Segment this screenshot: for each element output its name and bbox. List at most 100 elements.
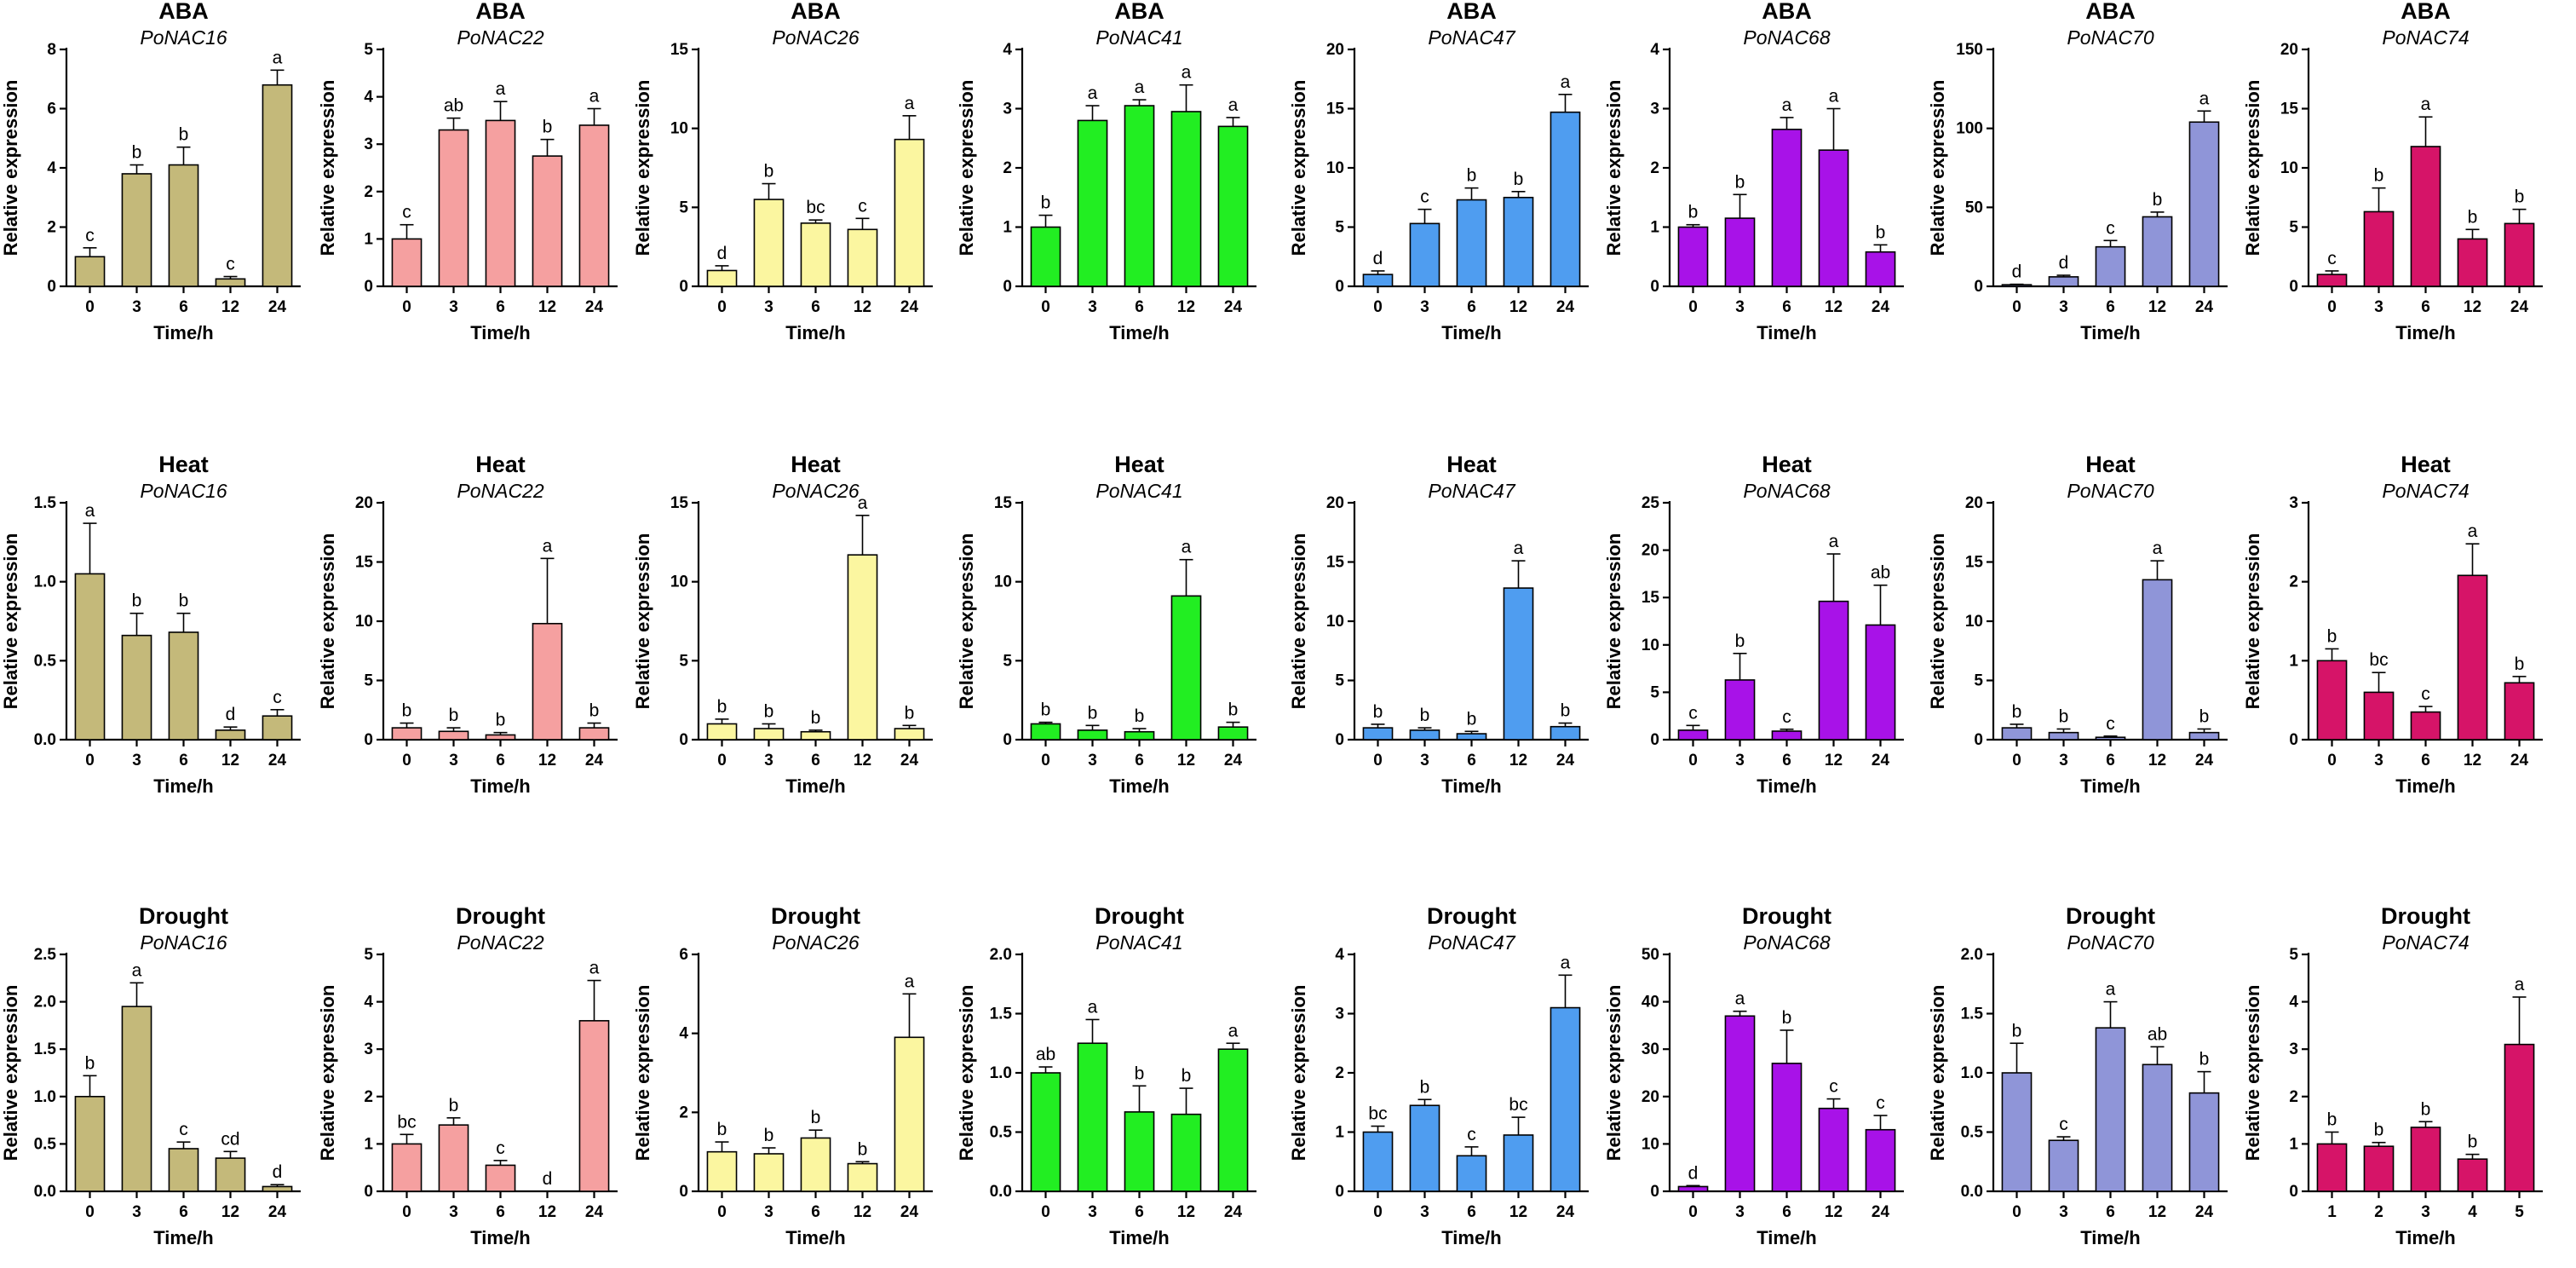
y-tick-label: 6 bbox=[47, 101, 56, 118]
bar-0 bbox=[706, 1150, 738, 1192]
bar-3 bbox=[2048, 276, 2079, 287]
bar-12 bbox=[215, 729, 246, 741]
x-tick-label: 6 bbox=[2106, 298, 2115, 316]
bar-6 bbox=[485, 734, 516, 741]
bar-24 bbox=[2188, 1092, 2220, 1192]
x-tick-label: 24 bbox=[1556, 752, 1575, 769]
y-tick-label: 20 bbox=[1965, 494, 1983, 512]
bar-6 bbox=[1124, 730, 1155, 741]
significance-letter: bc bbox=[1368, 1104, 1387, 1124]
x-tick-label: 6 bbox=[1135, 752, 1144, 769]
bar-12 bbox=[215, 278, 246, 287]
significance-letter: c bbox=[1420, 187, 1429, 207]
significance-letter: b bbox=[811, 708, 821, 728]
x-tick-label: 3 bbox=[764, 752, 773, 769]
x-tick-label: 12 bbox=[2464, 752, 2481, 769]
y-tick-label: 20 bbox=[1642, 542, 1659, 560]
significance-letter: a bbox=[1829, 532, 1839, 551]
y-axis-label: Relative expression bbox=[317, 985, 338, 1161]
bar-3 bbox=[753, 199, 785, 287]
significance-letter: c bbox=[402, 203, 411, 222]
y-tick-label: 0.5 bbox=[1961, 1124, 1984, 1142]
y-tick-label: 5 bbox=[2289, 946, 2298, 964]
significance-letter: b bbox=[717, 1120, 727, 1139]
significance-letter: a bbox=[132, 960, 142, 980]
bar-3 bbox=[1409, 1104, 1440, 1192]
bar-6 bbox=[1771, 1063, 1803, 1192]
x-tick-label: 0 bbox=[2012, 1203, 2021, 1221]
bar-12 bbox=[1503, 1134, 1534, 1192]
significance-letter: b bbox=[1420, 1077, 1430, 1097]
bar-24 bbox=[1865, 624, 1896, 741]
bar-12 bbox=[1818, 1107, 1849, 1192]
significance-letter: b bbox=[1514, 170, 1524, 189]
significance-letter: a bbox=[2421, 95, 2431, 114]
x-tick-label: 1 bbox=[2327, 1203, 2337, 1221]
x-tick-label: 6 bbox=[2106, 1203, 2115, 1221]
y-axis-label: Relative expression bbox=[632, 533, 653, 710]
gene-label: PoNAC74 bbox=[2382, 480, 2469, 502]
panel-title: Heat bbox=[1114, 452, 1164, 477]
significance-letter: b bbox=[1088, 703, 1098, 723]
y-tick-label: 10 bbox=[1642, 1135, 1659, 1153]
y-tick-label: 10 bbox=[1326, 159, 1344, 177]
x-tick-label: 0 bbox=[1688, 298, 1698, 316]
panel-title: Drought bbox=[139, 903, 228, 929]
panel-title: Heat bbox=[1762, 452, 1812, 477]
gene-label: PoNAC41 bbox=[1095, 480, 1182, 502]
y-tick-label: 2 bbox=[47, 219, 56, 237]
x-tick-label: 3 bbox=[2059, 298, 2068, 316]
bar-6 bbox=[168, 1148, 199, 1192]
bar-6 bbox=[1456, 733, 1487, 741]
y-tick-label: 2.0 bbox=[990, 946, 1012, 964]
bar-12 bbox=[1818, 600, 1849, 741]
x-tick-label: 24 bbox=[1556, 1203, 1575, 1221]
x-tick-label: 12 bbox=[1509, 298, 1527, 316]
x-tick-label: 6 bbox=[179, 298, 188, 316]
y-tick-label: 15 bbox=[2280, 101, 2299, 118]
x-tick-label: 3 bbox=[449, 752, 458, 769]
significance-letter: b bbox=[2199, 1050, 2210, 1069]
significance-letter: b bbox=[1735, 631, 1745, 651]
y-axis-label: Relative expression bbox=[317, 80, 338, 256]
y-tick-label: 1.5 bbox=[1961, 1006, 1984, 1023]
bar-0 bbox=[1677, 1185, 1709, 1192]
x-tick-label: 12 bbox=[1509, 1203, 1527, 1221]
significance-letter: b bbox=[1182, 1066, 1192, 1086]
y-tick-label: 4 bbox=[1335, 946, 1344, 964]
significance-letter: a bbox=[589, 87, 600, 107]
y-tick-label: 1 bbox=[364, 1135, 373, 1153]
bar-3 bbox=[2410, 1127, 2441, 1192]
bar-24 bbox=[1865, 1128, 1896, 1192]
bar-24 bbox=[262, 715, 293, 741]
y-tick-label: 5 bbox=[1974, 672, 1983, 690]
significance-letter: d bbox=[1373, 249, 1383, 268]
panel-title: ABA bbox=[2401, 0, 2451, 24]
y-tick-label: 0 bbox=[1003, 278, 1012, 296]
bar-3 bbox=[1724, 217, 1756, 287]
significance-letter: b bbox=[1041, 700, 1051, 720]
bar-24 bbox=[2188, 731, 2220, 741]
significance-letter: ab bbox=[444, 96, 463, 116]
gene-label: PoNAC41 bbox=[1095, 26, 1182, 49]
y-tick-label: 0 bbox=[2289, 731, 2298, 749]
y-tick-label: 0 bbox=[679, 731, 688, 749]
y-tick-label: 50 bbox=[1965, 199, 1983, 216]
y-tick-label: 10 bbox=[670, 573, 688, 591]
y-tick-label: 3 bbox=[364, 135, 373, 153]
x-tick-label: 12 bbox=[1177, 298, 1195, 316]
y-tick-label: 20 bbox=[1326, 41, 1344, 59]
y-axis-label: Relative expression bbox=[956, 533, 977, 710]
significance-letter: d bbox=[226, 705, 236, 724]
significance-letter: c bbox=[858, 196, 867, 216]
y-tick-label: 0 bbox=[679, 1183, 688, 1201]
significance-letter: a bbox=[496, 79, 506, 99]
significance-letter: c bbox=[273, 688, 282, 707]
bar-2 bbox=[2363, 1145, 2395, 1192]
significance-letter: b bbox=[132, 591, 142, 611]
significance-letter: b bbox=[589, 701, 600, 721]
gene-label: PoNAC16 bbox=[140, 26, 227, 49]
